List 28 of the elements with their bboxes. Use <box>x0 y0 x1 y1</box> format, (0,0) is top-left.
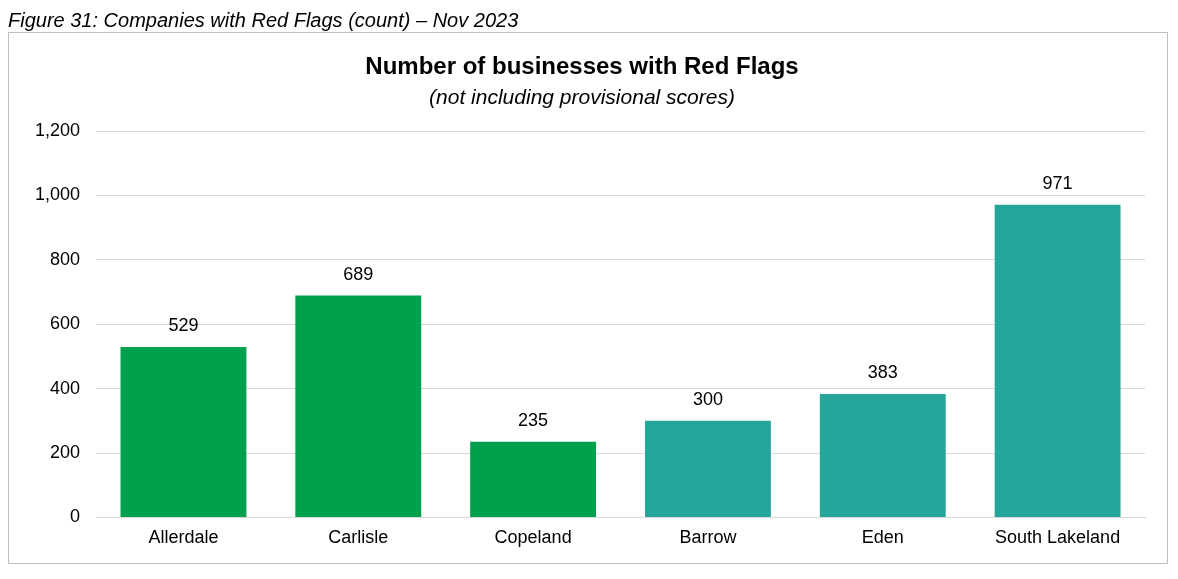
y-tick-label: 200 <box>50 441 81 462</box>
data-label: 529 <box>168 315 199 336</box>
x-tick-label: Eden <box>861 527 904 548</box>
chart-title: Number of businesses with Red Flags <box>365 52 799 80</box>
x-tick-label: Copeland <box>494 527 572 548</box>
bar <box>645 420 771 517</box>
data-label: 235 <box>518 409 549 430</box>
data-label: 383 <box>867 362 898 383</box>
y-tick-label: 800 <box>50 248 81 269</box>
y-tick-label: 0 <box>70 506 81 527</box>
x-tick-label: Barrow <box>679 527 738 548</box>
bar <box>819 394 946 517</box>
y-tick-label: 1,200 <box>35 119 81 140</box>
y-tick-label: 600 <box>50 313 81 334</box>
x-tick-label: South Lakeland <box>995 527 1121 548</box>
data-label: 971 <box>1042 172 1073 193</box>
data-label: 689 <box>343 263 374 284</box>
x-tick-label: Allerdale <box>148 527 219 548</box>
bar <box>295 295 422 517</box>
bar <box>994 204 1121 517</box>
bar <box>120 347 247 517</box>
caption: Figure 31: Companies with Red Flags (count) – Nov 2023 <box>8 8 520 32</box>
bar <box>470 441 597 517</box>
chart-subtitle: (not including provisional scores) <box>429 85 735 109</box>
y-tick-label: 400 <box>50 377 81 398</box>
x-tick-label: Carlisle <box>328 527 389 548</box>
data-label: 300 <box>692 388 723 409</box>
y-tick-label: 1,000 <box>35 184 81 205</box>
